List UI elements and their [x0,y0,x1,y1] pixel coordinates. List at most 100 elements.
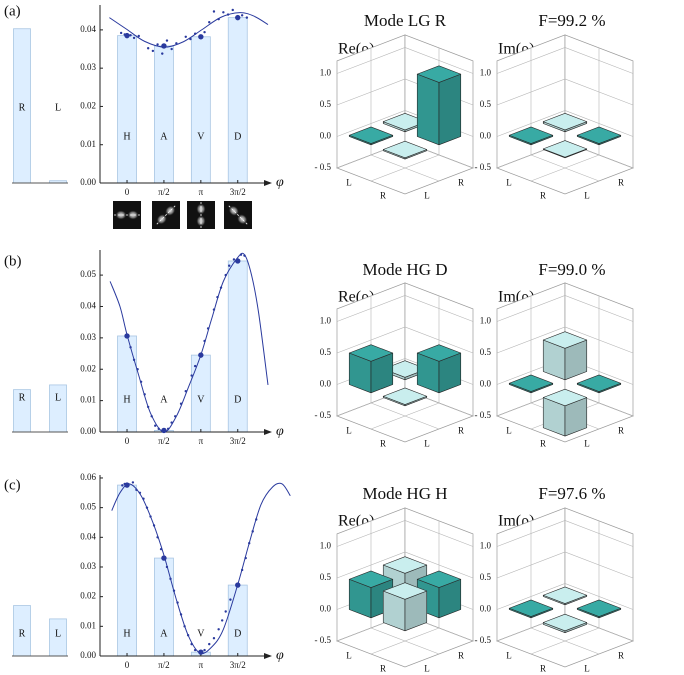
data-point [217,628,220,631]
bar-3d [382,582,428,632]
grid-line [336,47,474,74]
data-point [193,364,197,368]
data-point [121,484,124,487]
x-axis-label: φ [276,648,284,663]
y-tick-label: 0.02 [80,591,96,601]
data-point [219,286,223,289]
col-label: R [540,191,546,201]
beam-d [224,201,252,229]
z-tick-label: - 0.5 [315,635,332,645]
data-point [129,34,132,37]
z-tick-label: - 0.5 [475,410,492,420]
mean-point [198,352,204,358]
chart-title: F=99.2 % [538,11,605,30]
data-point [190,642,193,646]
z-tick-label: 0.5 [320,347,332,357]
bar-face-top [508,126,554,144]
data-point [136,368,139,371]
z-tick-label: - 0.5 [475,635,492,645]
bar-label: H [123,131,130,142]
z-tick-label: 1.0 [320,316,332,326]
bar-face-top [508,374,554,392]
y-tick-label: 0.02 [80,101,96,111]
row-label: R [458,426,464,436]
data-point [172,589,176,592]
col-label: L [506,426,512,436]
bar-label: D [234,394,241,405]
bar-label: V [197,628,205,639]
y-tick-label: 0.03 [80,332,96,342]
bar-3d [576,374,622,394]
data-point [170,421,173,424]
data-point [166,427,170,431]
z-tick-label: 0.0 [480,379,492,389]
y-tick-label: 0.05 [80,269,96,279]
mean-point [235,582,241,588]
bar-face-top [576,374,622,392]
z-tick-label: 0.5 [480,572,492,582]
y-tick-label: 0.04 [80,531,96,541]
x-axis-arrow [264,429,272,435]
z-tick-label: 0.5 [480,347,492,357]
z-tick-label: 1.0 [480,316,492,326]
data-point [151,49,155,53]
x-tick-label: 3π/2 [230,187,246,197]
data-point [240,568,244,572]
x-tick-label: 0 [125,187,130,197]
bar-label: L [55,392,61,403]
y-tick-label: 0.01 [80,620,96,630]
data-point [190,374,193,377]
x-tick-label: 3π/2 [230,436,246,446]
mean-point [161,427,167,434]
bar-3d [416,344,462,394]
data-point [224,610,227,613]
data-point [208,21,211,24]
data-point [203,30,206,34]
x-tick-label: π [199,187,204,197]
data-point [154,424,157,427]
data-point [222,11,225,14]
data-point [189,37,192,41]
data-point [216,295,219,299]
data-point [161,52,164,55]
data-point [179,613,183,616]
panel-label: (a) [4,3,21,19]
chart-title: Mode LG R [364,11,447,30]
bar-label: V [197,394,205,405]
data-point [226,13,230,16]
data-point [251,530,254,533]
bar-3d [508,599,554,619]
data-point [175,42,178,45]
y-tick-label: 0.04 [80,24,96,34]
data-point [173,415,177,418]
mean-point [235,14,241,21]
bar-face-right [438,73,462,146]
floor-grid [370,154,440,182]
data-point [224,273,227,277]
bar [154,557,174,657]
z-tick-label: 0.0 [320,604,332,614]
bar-3d [348,126,394,146]
z-tick-label: 0.5 [480,99,492,109]
data-point [184,35,187,38]
bar [154,45,174,184]
bar-label: H [123,394,130,405]
y-tick-label: 0.02 [80,363,96,373]
grid-line [496,551,634,579]
grid-line [496,47,634,74]
data-point [228,264,231,267]
x-axis-label: φ [276,424,284,439]
grid-line [496,78,634,106]
floor-grid [370,402,440,430]
data-point [149,515,152,518]
data-point [119,31,123,35]
bar-3d [382,387,428,407]
y-tick-label: 0.05 [80,502,96,512]
y-tick-label: 0.00 [80,426,96,436]
col-label: L [346,426,352,436]
bar-label: R [19,102,26,113]
fit-curve [109,12,269,48]
x-axis-label: φ [276,175,284,190]
data-point [245,16,249,19]
bar-3d [542,112,588,133]
